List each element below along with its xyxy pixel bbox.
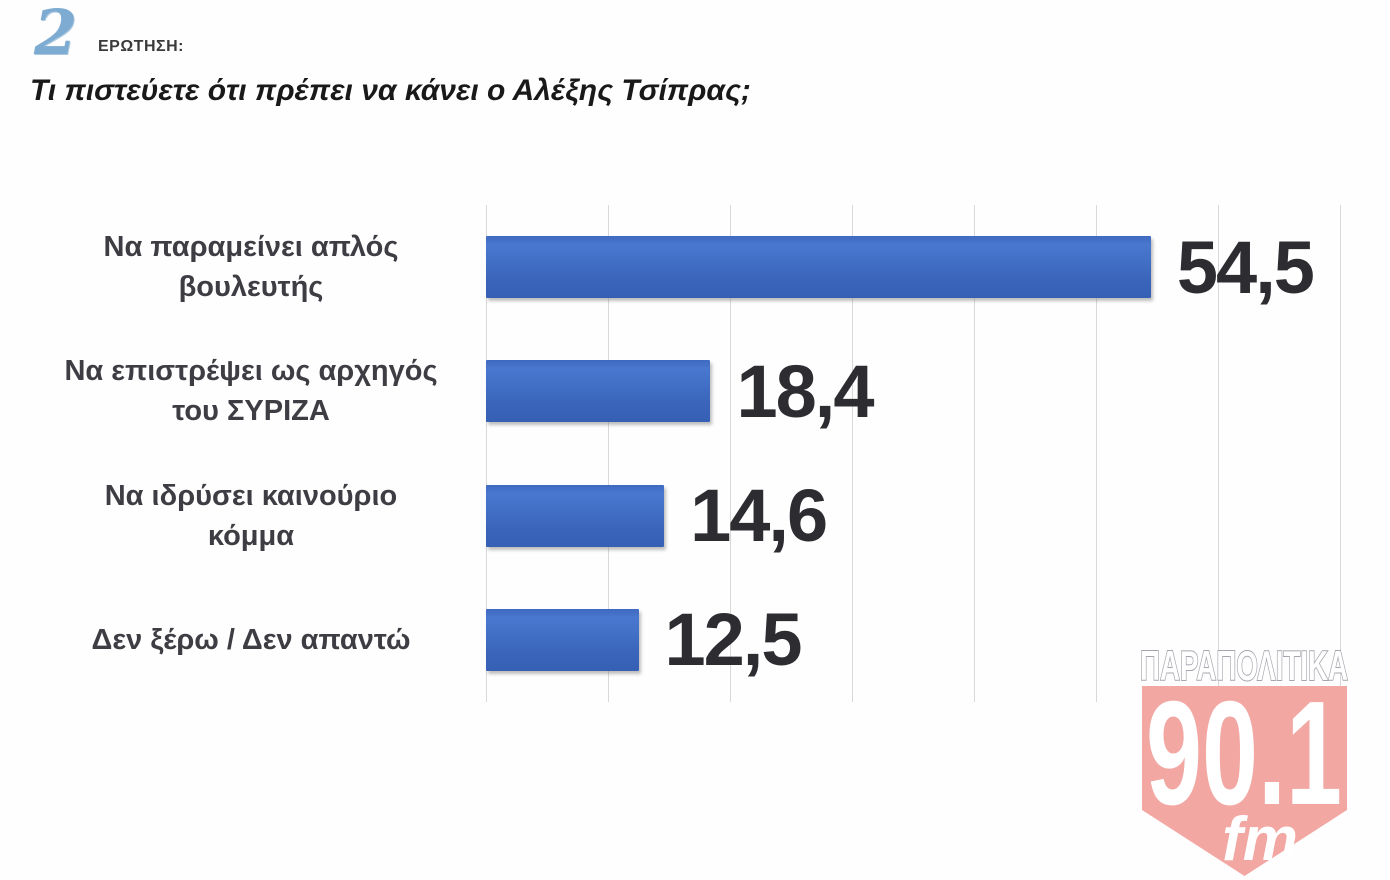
- gridline-0: [486, 205, 487, 702]
- question-number: 2: [34, 0, 78, 69]
- parapolitika-radio-logo: ΠΑΡΑΠΟΛΙΤΙΚΑ 90.1 fm: [1128, 642, 1390, 880]
- gridline-50: [1096, 205, 1097, 702]
- value-label: 54,5: [1176, 225, 1315, 309]
- logo-shield-shape: [1142, 686, 1347, 876]
- value-label: 12,5: [664, 598, 803, 682]
- gridline-70: [1340, 205, 1341, 702]
- category-label: Να ιδρύσει καινούριο κόμμα: [42, 454, 460, 578]
- page-title: Τι πιστεύετε ότι πρέπει να κάνει ο Αλέξη…: [30, 74, 751, 107]
- logo-band-text: fm: [1222, 805, 1298, 874]
- category-label: Δεν ξέρω / Δεν απαντώ: [42, 578, 460, 702]
- gridline-60: [1218, 205, 1219, 702]
- gridline-20: [730, 205, 731, 702]
- gridline-40: [974, 205, 975, 702]
- value-label: 14,6: [690, 474, 828, 558]
- logo-frequency-text: 90.1: [1146, 671, 1342, 836]
- gridline-10: [608, 205, 609, 702]
- category-label-text: Να παραμείνει απλός βουλευτής: [103, 231, 399, 304]
- bar-segment: [486, 360, 711, 423]
- value-label: 18,4: [736, 349, 874, 433]
- radio-logo-graphic: ΠΑΡΑΠΟΛΙΤΙΚΑ 90.1 fm: [1139, 642, 1349, 876]
- category-label-text: Δεν ξέρω / Δεν απαντώ: [91, 623, 411, 656]
- category-label: Να επιστρέψει ως αρχηγός του ΣΥΡΙΖΑ: [42, 329, 460, 453]
- bar-segment: [486, 484, 665, 547]
- category-label: Να παραμείνει απλός βουλευτής: [42, 205, 460, 329]
- gridline-30: [852, 205, 853, 702]
- category-label-text: Να ιδρύσει καινούριο κόμμα: [104, 479, 398, 552]
- bar-segment: [486, 236, 1151, 299]
- logo-brand-text: ΠΑΡΑΠΟΛΙΤΙΚΑ: [1140, 642, 1348, 689]
- category-label-text: Να επιστρέψει ως αρχηγός του ΣΥΡΙΖΑ: [64, 355, 438, 428]
- question-label: ΕΡΩΤΗΣΗ:: [98, 38, 184, 55]
- bar-segment: [486, 608, 639, 671]
